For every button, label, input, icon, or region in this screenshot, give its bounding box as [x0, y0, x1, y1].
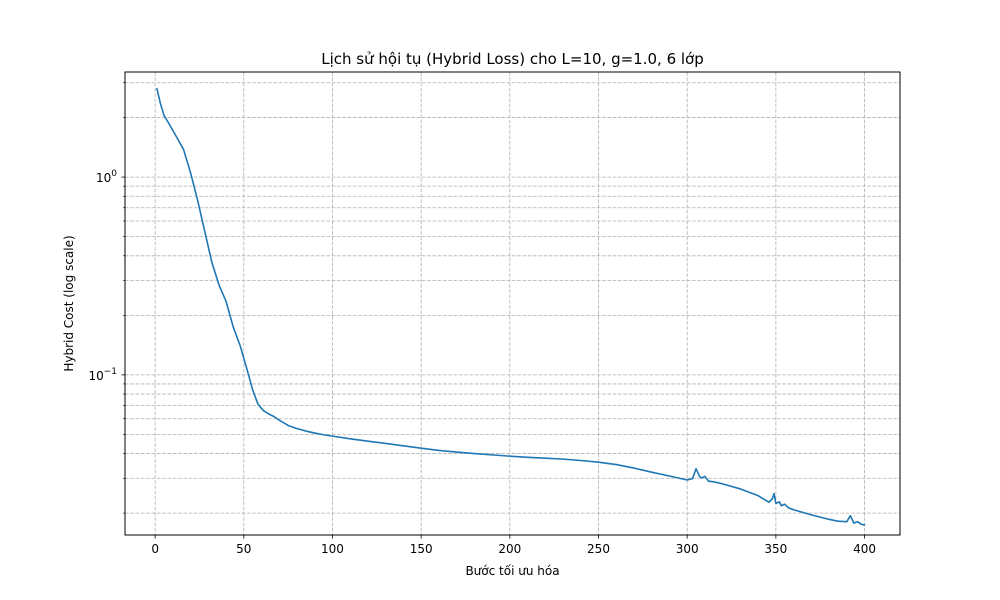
y-axis-title: Hybrid Cost (log scale): [62, 235, 76, 371]
x-axis-title: Bước tối ưu hóa: [465, 564, 559, 578]
x-tick-label: 100: [321, 542, 344, 556]
x-tick-label: 50: [236, 542, 251, 556]
y-tick-label: 10−1: [88, 367, 117, 383]
x-tick-label: 400: [853, 542, 876, 556]
x-tick-label: 300: [676, 542, 699, 556]
x-tick-label: 200: [498, 542, 521, 556]
series-line-0: [156, 87, 866, 526]
x-axis: 0 50 100 150 200 250 300 350 400: [151, 535, 876, 556]
y-axis: 100 10−1: [88, 82, 125, 514]
chart-title: Lịch sử hội tụ (Hybrid Loss) cho L=10, g…: [321, 50, 704, 68]
series-layer: [156, 87, 866, 526]
x-tick-label: 0: [151, 542, 159, 556]
x-tick-label: 150: [410, 542, 433, 556]
y-tick-label: 100: [96, 169, 117, 185]
x-tick-label: 350: [764, 542, 787, 556]
plot-frame: [124, 71, 901, 536]
x-tick-label: 250: [587, 542, 610, 556]
grid: [125, 72, 900, 535]
